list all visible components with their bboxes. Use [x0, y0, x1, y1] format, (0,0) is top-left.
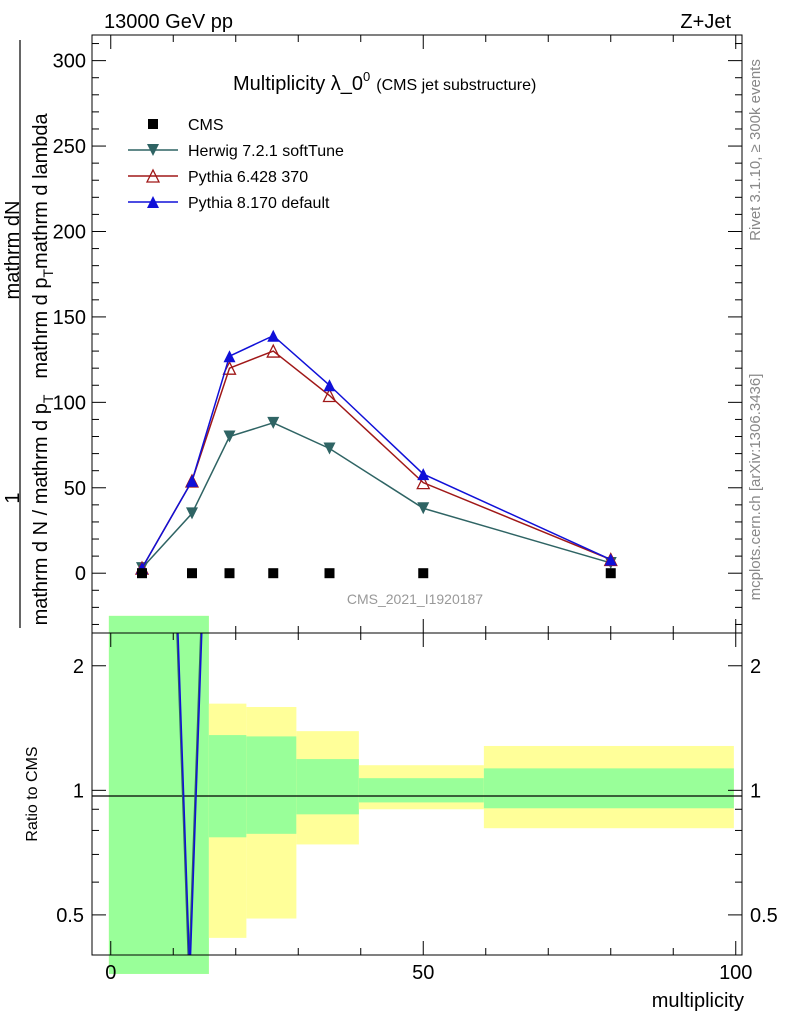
data-point [223, 430, 236, 443]
ylabel-num-dn: mathrm dN [2, 201, 24, 300]
data-point [268, 568, 279, 579]
legend-label: Pythia 6.428 370 [188, 169, 308, 186]
legend-entry: Herwig 7.2.1 softTune [128, 143, 344, 160]
stat-uncertainty-band [296, 759, 359, 815]
legend-entry: CMS [148, 117, 224, 134]
y-tick-label: 50 [64, 478, 86, 500]
ratio-y-tick-label-right: 1 [750, 780, 761, 802]
y-tick-label: 200 [53, 221, 86, 243]
legend-marker [145, 168, 161, 183]
data-point [605, 568, 616, 579]
data-point [323, 442, 336, 455]
data-point [266, 343, 281, 358]
ratio-curve-herwig [176, 633, 202, 955]
series-pythia-6-428-370 [134, 343, 618, 575]
ratio-y-ticks: 0.5 0.5 1 1 2 2 [56, 656, 778, 956]
ratio-x-ticks: 0 50 100 [105, 633, 752, 984]
data-point [137, 568, 147, 579]
data-point [186, 474, 198, 487]
series-line [141, 422, 611, 569]
main-series [134, 329, 618, 579]
stat-uncertainty-band [483, 768, 734, 809]
series-pythia-8-170-default [136, 329, 617, 575]
ratio-y-label: Ratio to CMS [24, 746, 41, 841]
ratio-y-tick-label-right: 0.5 [750, 905, 778, 927]
ratio-bands [108, 615, 734, 974]
x-axis-label: multiplicity [652, 990, 744, 1012]
stat-uncertainty-band [108, 615, 209, 974]
x-tick-label: 0 [105, 962, 116, 984]
ylabel-num-dl: mathrm d lambda [30, 112, 52, 268]
legend: CMS Herwig 7.2.1 softTune Pythia 6.428 370… [128, 117, 344, 212]
data-point [417, 502, 430, 515]
ylabel-num-sub: T [40, 269, 56, 278]
analysis-watermark: CMS_2021_I1920187 [347, 591, 483, 607]
stat-uncertainty-band [358, 778, 484, 803]
series-cms [137, 568, 616, 579]
data-point [322, 388, 337, 403]
ylabel-den-text: mathrm d N / mathrm d p [30, 403, 52, 625]
energy-label: 13000 GeV pp [104, 11, 233, 33]
ratio-y-tick-label-left: 0.5 [56, 905, 84, 927]
legend-marker [147, 144, 159, 156]
legend-entry: Pythia 8.170 default [128, 195, 330, 212]
ylabel-denominator: mathrm d N / mathrm d pT [30, 394, 56, 625]
data-point [323, 379, 336, 392]
data-point [267, 329, 280, 342]
series-line [141, 334, 612, 569]
legend-marker [148, 119, 158, 129]
main-y-label: 1 mathrm dN mathrm d pTmathrm d lambda m… [2, 40, 56, 628]
ratio-y-tick-label-right: 2 [750, 656, 761, 678]
process-label: Z+Jet [680, 11, 731, 33]
data-point [418, 568, 429, 579]
x-tick-label: 100 [719, 962, 752, 984]
stat-uncertainty-band [208, 735, 247, 838]
data-point [224, 568, 235, 579]
legend-label: Herwig 7.2.1 softTune [188, 143, 344, 160]
ylabel-numerator: mathrm dN [2, 201, 24, 300]
ratio-frame [91, 632, 743, 956]
data-point [267, 416, 280, 429]
data-point [604, 553, 617, 566]
series-line [141, 350, 612, 569]
ratio-y-tick-label-left: 1 [73, 780, 84, 802]
ratio-curve-pythia [177, 633, 203, 955]
title-subtitle: (CMS jet substructure) [376, 77, 536, 94]
ratio-curves [176, 633, 203, 955]
main-x-ticks [110, 35, 737, 633]
ylabel-one: 1 [2, 492, 24, 503]
ylabel-num-dp: mathrm d p [30, 278, 52, 379]
data-point [324, 568, 335, 579]
legend-marker [147, 196, 159, 208]
plot-title: Multiplicity λ_00 (CMS jet substructure) [233, 69, 536, 95]
y-tick-label: 300 [53, 51, 86, 73]
data-point [186, 507, 198, 520]
title-main: Multiplicity λ_0 [233, 73, 363, 95]
data-point [417, 468, 430, 481]
main-y-ticks: 0 50 100 150 200 250 300 [53, 43, 742, 625]
ratio-y-tick-label-left: 2 [73, 656, 84, 678]
ylabel-numerator-continued: mathrm d pTmathrm d lambda [30, 112, 56, 378]
data-point [416, 475, 431, 490]
legend-label: CMS [188, 117, 224, 134]
ratio-curves-clipped [176, 633, 203, 955]
legend-entry: Pythia 6.428 370 [128, 168, 308, 186]
y-tick-label: 150 [53, 307, 86, 329]
mcplots-label: mcplots.cern.ch [arXiv:1306.3436] [747, 374, 764, 601]
title-superscript: 0 [363, 69, 370, 84]
y-tick-label: 0 [75, 563, 86, 585]
rivet-label: Rivet 3.1.10, ≥ 300k events [747, 59, 764, 241]
stat-uncertainty-band [246, 736, 297, 834]
legend-label: Pythia 8.170 default [188, 195, 330, 212]
data-point [187, 568, 197, 579]
y-tick-label: 100 [53, 392, 86, 414]
x-tick-label: 50 [412, 962, 434, 984]
y-tick-label: 250 [53, 136, 86, 158]
data-point [223, 350, 236, 363]
series-herwig-7-2-1-softtune [136, 416, 617, 575]
ylabel-den-sub: T [40, 394, 56, 403]
ratio-panel: 0.5 0.5 1 1 2 2 0 50 100 Ratio to CMS multiplic… [24, 615, 778, 1012]
